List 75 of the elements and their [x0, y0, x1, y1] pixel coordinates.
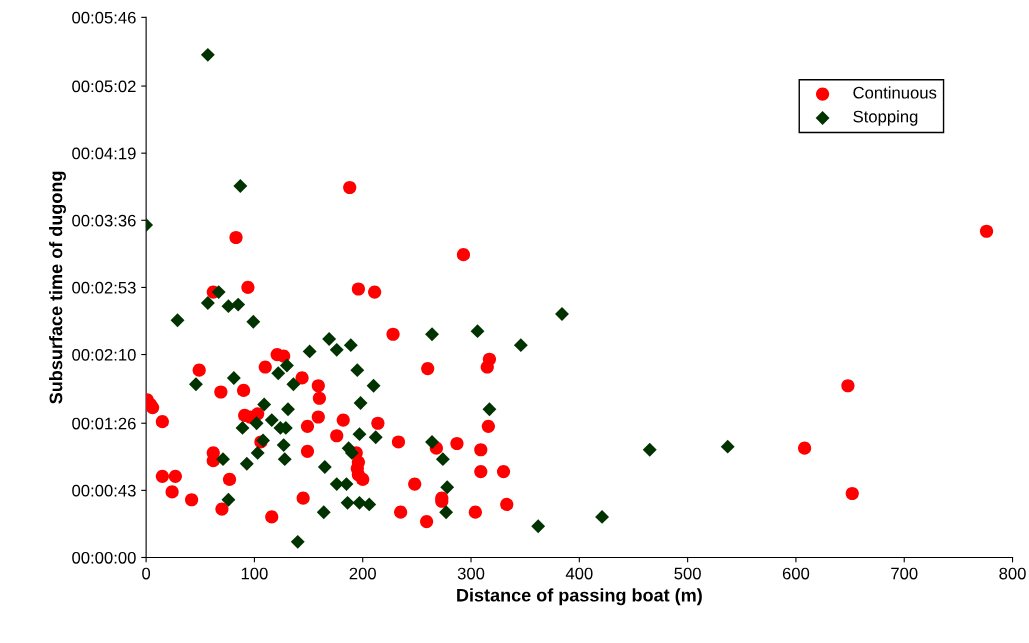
- point: [439, 505, 454, 520]
- point: [435, 452, 450, 467]
- y-tick-label: 00:00:00: [72, 551, 136, 564]
- point: [340, 495, 355, 510]
- point: [221, 492, 236, 507]
- x-tick-label: 800: [999, 567, 1026, 580]
- point: [231, 297, 246, 312]
- point: [233, 179, 248, 193]
- y-tick-label: 00:04:19: [72, 147, 136, 160]
- point: [216, 452, 230, 467]
- point: [221, 299, 236, 314]
- point: [170, 313, 185, 328]
- legend-label: Continuous: [853, 86, 937, 99]
- point: [235, 420, 250, 435]
- y-axis-title: Subsurface time of dugong: [49, 171, 66, 404]
- x-tick-label: 400: [565, 567, 593, 580]
- point: [470, 324, 485, 339]
- point: [200, 47, 215, 62]
- point: [290, 534, 305, 549]
- x-tick-label: 0: [142, 567, 151, 580]
- point: [425, 435, 439, 449]
- point: [257, 397, 272, 412]
- y-tick-label: 00:00:43: [72, 484, 136, 497]
- point: [279, 358, 294, 373]
- point: [555, 307, 569, 321]
- point: [226, 371, 241, 385]
- legend-label: Stopping: [853, 110, 918, 126]
- point: [200, 296, 215, 310]
- x-tick-label: 200: [349, 567, 376, 580]
- x-tick-label: 500: [674, 567, 701, 580]
- point: [286, 377, 301, 392]
- point: [339, 477, 354, 492]
- point: [362, 497, 377, 512]
- point: [264, 413, 279, 428]
- point: [302, 344, 317, 359]
- point: [595, 509, 610, 524]
- point: [246, 314, 261, 329]
- point: [425, 327, 439, 342]
- point: [249, 416, 264, 431]
- point: [329, 342, 344, 357]
- x-tick-label: 600: [782, 567, 810, 580]
- point: [211, 285, 226, 300]
- x-axis-title: Distance of passing boat (m): [457, 588, 702, 606]
- point: [366, 378, 381, 393]
- point: [322, 331, 337, 346]
- point: [642, 442, 657, 457]
- x-tick-label: 100: [241, 567, 268, 580]
- point: [316, 505, 331, 520]
- point: [513, 338, 528, 353]
- point: [353, 395, 368, 410]
- point: [271, 366, 286, 381]
- point: [343, 338, 358, 353]
- y-tick-label: 00:05:46: [72, 11, 136, 24]
- y-tick-label: 00:01:26: [72, 417, 136, 430]
- y-tick-label: 00:02:10: [72, 348, 136, 361]
- point: [352, 427, 367, 442]
- point: [250, 445, 265, 460]
- point: [277, 452, 292, 467]
- point: [482, 402, 497, 417]
- point: [531, 519, 546, 534]
- point: [352, 495, 367, 510]
- point: [276, 438, 291, 453]
- y-tick-label: 00:05:02: [72, 80, 136, 93]
- point: [720, 439, 735, 454]
- point: [317, 460, 332, 474]
- y-tick-label: 00:03:36: [72, 214, 136, 227]
- x-tick-label: 300: [457, 567, 485, 580]
- y-tick-label: 00:02:53: [72, 281, 136, 294]
- point: [368, 430, 383, 445]
- point: [281, 402, 295, 417]
- point: [350, 363, 365, 378]
- x-tick-label: 700: [891, 567, 918, 580]
- point: [440, 480, 455, 495]
- point: [239, 456, 254, 471]
- point: [188, 377, 203, 392]
